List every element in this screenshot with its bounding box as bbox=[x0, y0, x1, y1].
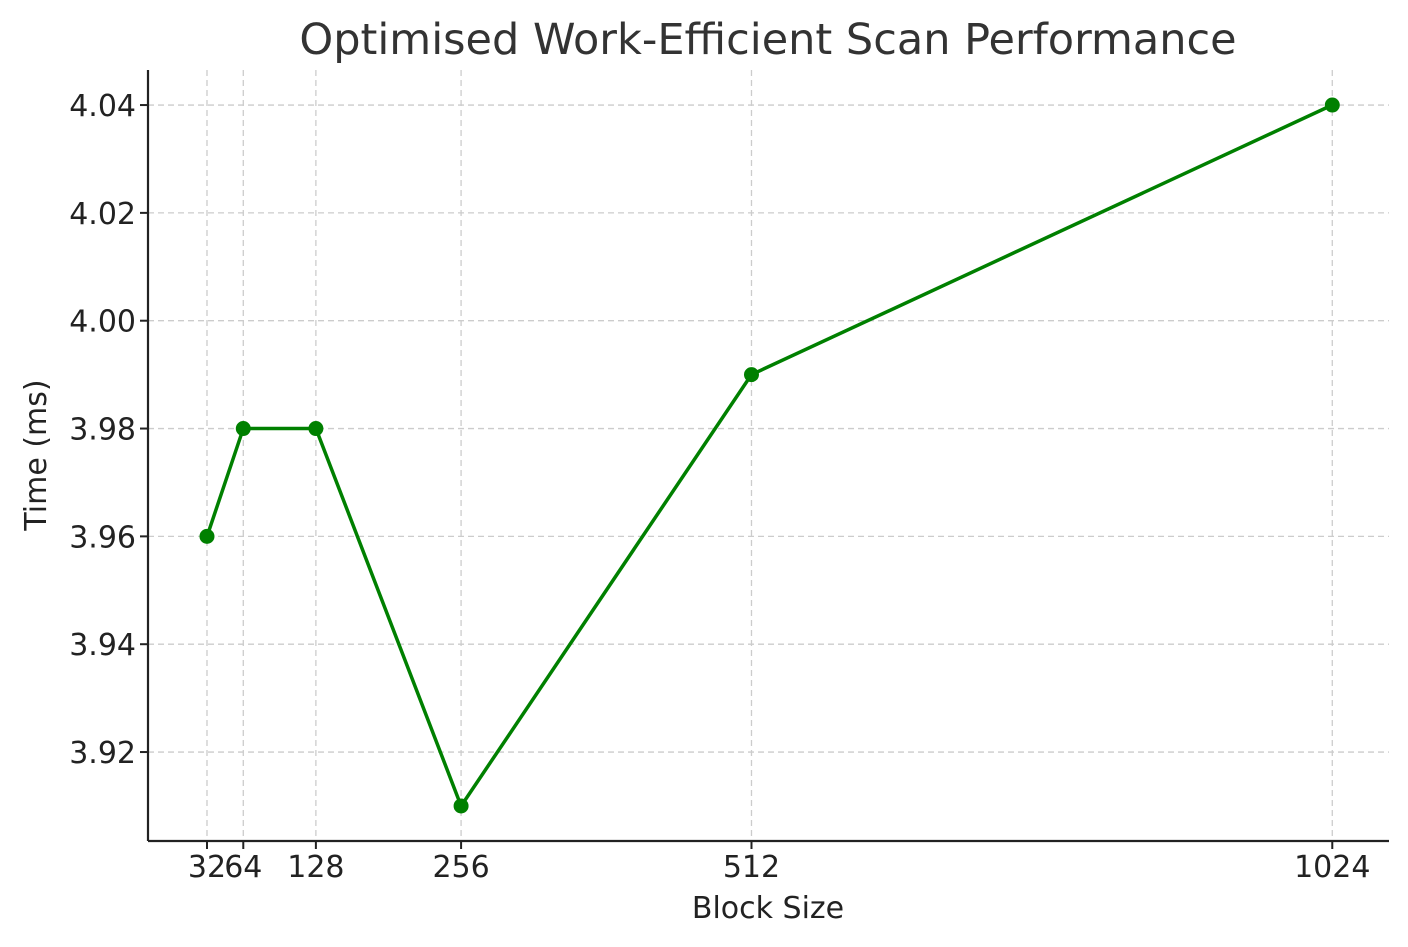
x-tick-label: 32 bbox=[188, 850, 226, 885]
y-axis-label: Time (ms) bbox=[19, 379, 54, 531]
y-tick-label: 4.04 bbox=[69, 89, 136, 124]
chart-title: Optimised Work-Efficient Scan Performanc… bbox=[299, 15, 1236, 65]
y-tick-label: 3.92 bbox=[69, 736, 136, 771]
y-tick-label: 4.02 bbox=[69, 197, 136, 232]
x-axis-label: Block Size bbox=[692, 891, 844, 926]
y-tick-label: 3.96 bbox=[69, 520, 136, 555]
y-tick-label: 3.94 bbox=[69, 628, 136, 663]
data-point bbox=[1324, 97, 1340, 113]
data-point bbox=[199, 528, 215, 544]
x-tick-label: 64 bbox=[224, 850, 262, 885]
x-tick-label: 256 bbox=[432, 850, 489, 885]
y-tick-label: 3.98 bbox=[69, 413, 136, 448]
data-series bbox=[199, 97, 1340, 814]
axes bbox=[146, 70, 1389, 843]
series-line bbox=[205, 103, 1334, 808]
y-tick-label: 4.00 bbox=[69, 305, 136, 340]
data-point bbox=[743, 367, 759, 383]
x-tick-label: 1024 bbox=[1294, 850, 1370, 885]
grid-lines bbox=[148, 70, 1389, 841]
data-point bbox=[308, 421, 324, 437]
data-point bbox=[235, 421, 251, 437]
x-tick-label: 128 bbox=[287, 850, 344, 885]
data-point bbox=[453, 798, 469, 814]
x-tick-label: 512 bbox=[723, 850, 780, 885]
